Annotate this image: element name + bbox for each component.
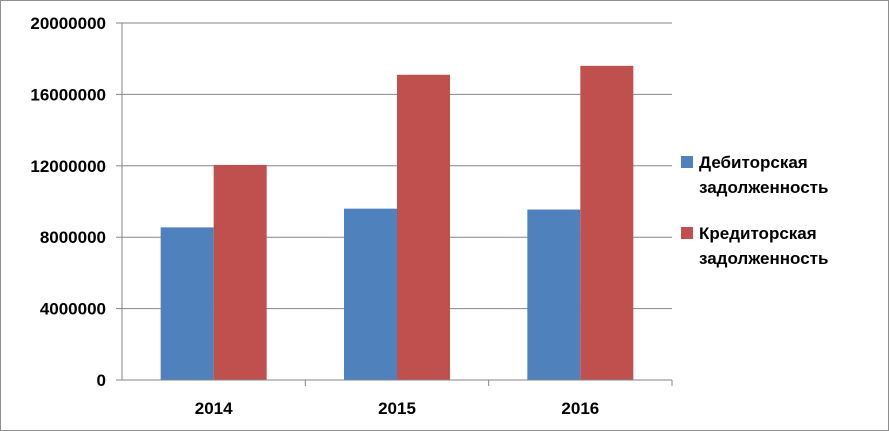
bar-payables-2016 [580,65,634,380]
axes [121,23,673,386]
legend-swatch-receivables [681,156,693,168]
x-tick-label: 2014 [195,399,233,418]
legend: Дебиторская задолженность Кредиторская задо… [681,153,828,268]
x-tick-label: 2016 [561,399,599,418]
bars [160,65,634,380]
legend-label-receivables: Дебиторская [699,153,808,172]
y-axis-tick-labels: 0 4000000 8000000 12000000 16000000 20000000 [30,14,106,390]
y-tick-label: 20000000 [30,14,106,33]
legend-label-payables: задолженность [699,249,828,268]
bar-receivables-2015 [344,208,397,380]
x-axis-tick-labels: 2014 2015 2016 [195,399,599,418]
y-tick-label: 4000000 [40,300,106,319]
bar-receivables-2016 [527,209,581,380]
bar-payables-2014 [213,164,267,380]
bar-payables-2015 [397,74,450,380]
y-tick-label: 16000000 [30,85,106,104]
y-tick-label: 12000000 [30,157,106,176]
y-tick-label: 0 [97,371,106,390]
legend-swatch-payables [681,227,693,239]
y-tick-label: 8000000 [40,228,106,247]
legend-label-receivables: задолженность [699,178,828,197]
bar-receivables-2014 [160,227,214,380]
x-tick-label: 2015 [378,399,416,418]
legend-label-payables: Кредиторская [699,224,817,243]
